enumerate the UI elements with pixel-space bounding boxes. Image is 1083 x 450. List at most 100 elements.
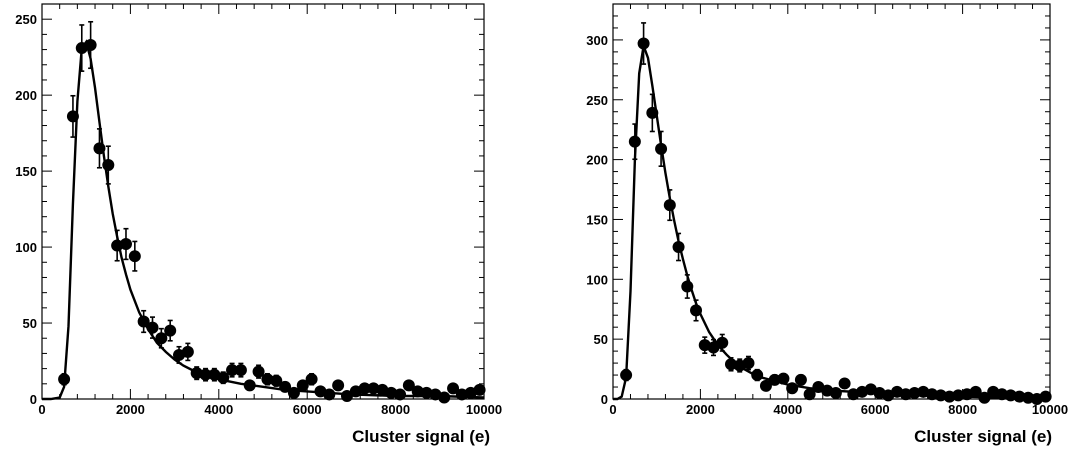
data-point xyxy=(217,371,230,384)
data-point xyxy=(829,387,842,400)
x-tick-label: 6000 xyxy=(861,402,890,417)
x-tick-label: 6000 xyxy=(293,402,322,417)
data-point xyxy=(234,364,247,377)
data-point xyxy=(137,315,150,328)
data-point xyxy=(786,382,799,395)
y-tick-label: 0 xyxy=(601,392,608,407)
data-point xyxy=(102,159,115,172)
chart-panel-left: 0 2000 4000 6000 8000 10000 0 50 100 150 200 250 Cl… xyxy=(15,3,502,446)
data-point xyxy=(155,332,168,345)
data-point xyxy=(995,388,1008,401)
data-point xyxy=(620,369,633,382)
data-point xyxy=(261,373,274,386)
y-tick-label: 50 xyxy=(23,316,37,331)
data-point xyxy=(690,304,703,317)
data-point xyxy=(93,142,106,155)
data-point xyxy=(119,238,132,251)
data-point xyxy=(411,385,424,398)
data-point xyxy=(181,345,194,358)
data-point xyxy=(84,39,97,52)
x-tick-label: 8000 xyxy=(948,402,977,417)
data-point xyxy=(128,250,141,263)
data-point xyxy=(323,388,336,401)
y-tick-label: 300 xyxy=(586,33,608,48)
plot-area-right: 0 2000 4000 6000 8000 10000 0 50 100 150 200 250 300 xyxy=(586,3,1068,417)
data-point xyxy=(681,280,694,293)
data-point xyxy=(751,369,764,382)
data-point xyxy=(226,364,239,377)
data-point xyxy=(628,135,641,148)
y-tick-label: 150 xyxy=(15,164,37,179)
x-tick-label: 4000 xyxy=(773,402,802,417)
data-point xyxy=(385,386,398,399)
x-tick-label: 4000 xyxy=(204,402,233,417)
data-point xyxy=(655,142,668,155)
data-point xyxy=(287,386,300,399)
x-tick-label: 10000 xyxy=(466,402,502,417)
data-point xyxy=(402,379,415,392)
data-point xyxy=(394,388,407,401)
data-point xyxy=(447,382,460,395)
data-point xyxy=(908,387,921,400)
data-point xyxy=(305,373,318,386)
data-point xyxy=(777,372,790,385)
data-point xyxy=(934,389,947,402)
data-point xyxy=(672,240,685,253)
x-tick-label: 0 xyxy=(38,402,45,417)
x-tick-label: 2000 xyxy=(686,402,715,417)
chart-panel-right: 0 2000 4000 6000 8000 10000 0 50 100 150 200 250 300… xyxy=(586,3,1068,446)
data-point xyxy=(646,106,659,119)
data-point xyxy=(716,336,729,349)
data-point xyxy=(768,373,781,386)
data-point xyxy=(252,365,265,378)
y-tick-label: 250 xyxy=(15,12,37,27)
data-point xyxy=(358,382,371,395)
data-point xyxy=(838,377,851,390)
data-point xyxy=(759,379,772,392)
data-point xyxy=(367,382,380,395)
data-point xyxy=(420,386,433,399)
data-point xyxy=(978,391,991,404)
data-point xyxy=(190,367,203,380)
y-tick-label: 100 xyxy=(15,240,37,255)
y-tick-label: 50 xyxy=(594,332,608,347)
x-tick-label: 2000 xyxy=(116,402,145,417)
data-point xyxy=(1039,390,1052,403)
data-point xyxy=(473,383,486,396)
data-point xyxy=(243,379,256,392)
data-point xyxy=(164,324,177,337)
x-axis-label-left: Cluster signal (e) xyxy=(352,427,490,446)
y-tick-label: 150 xyxy=(586,212,608,227)
data-point xyxy=(146,321,159,334)
x-tick-label: 8000 xyxy=(381,402,410,417)
data-point xyxy=(663,199,676,212)
data-point xyxy=(58,373,71,386)
y-tick-label: 200 xyxy=(586,153,608,168)
y-tick-label: 100 xyxy=(586,272,608,287)
data-point xyxy=(794,373,807,386)
y-tick-label: 0 xyxy=(30,392,37,407)
x-axis-label-right: Cluster signal (e) xyxy=(914,427,1052,446)
y-tick-label: 200 xyxy=(15,88,37,103)
data-point xyxy=(455,388,468,401)
data-point xyxy=(438,391,451,404)
fit-curve-left xyxy=(42,39,485,401)
data-point xyxy=(1022,391,1035,404)
plot-frame xyxy=(612,3,1051,400)
x-tick-label: 10000 xyxy=(1032,402,1068,417)
plot-frame xyxy=(41,3,485,400)
data-point xyxy=(926,388,939,401)
data-point xyxy=(943,390,956,403)
data-point xyxy=(969,385,982,398)
data-point xyxy=(724,358,737,371)
data-point xyxy=(279,380,292,393)
data-point xyxy=(742,357,755,370)
fit-curve-right xyxy=(613,41,1050,401)
data-point xyxy=(952,389,965,402)
data-point xyxy=(340,389,353,402)
data-point xyxy=(1013,390,1026,403)
data-point xyxy=(637,37,650,50)
data-point xyxy=(1004,389,1017,402)
data-point xyxy=(803,388,816,401)
